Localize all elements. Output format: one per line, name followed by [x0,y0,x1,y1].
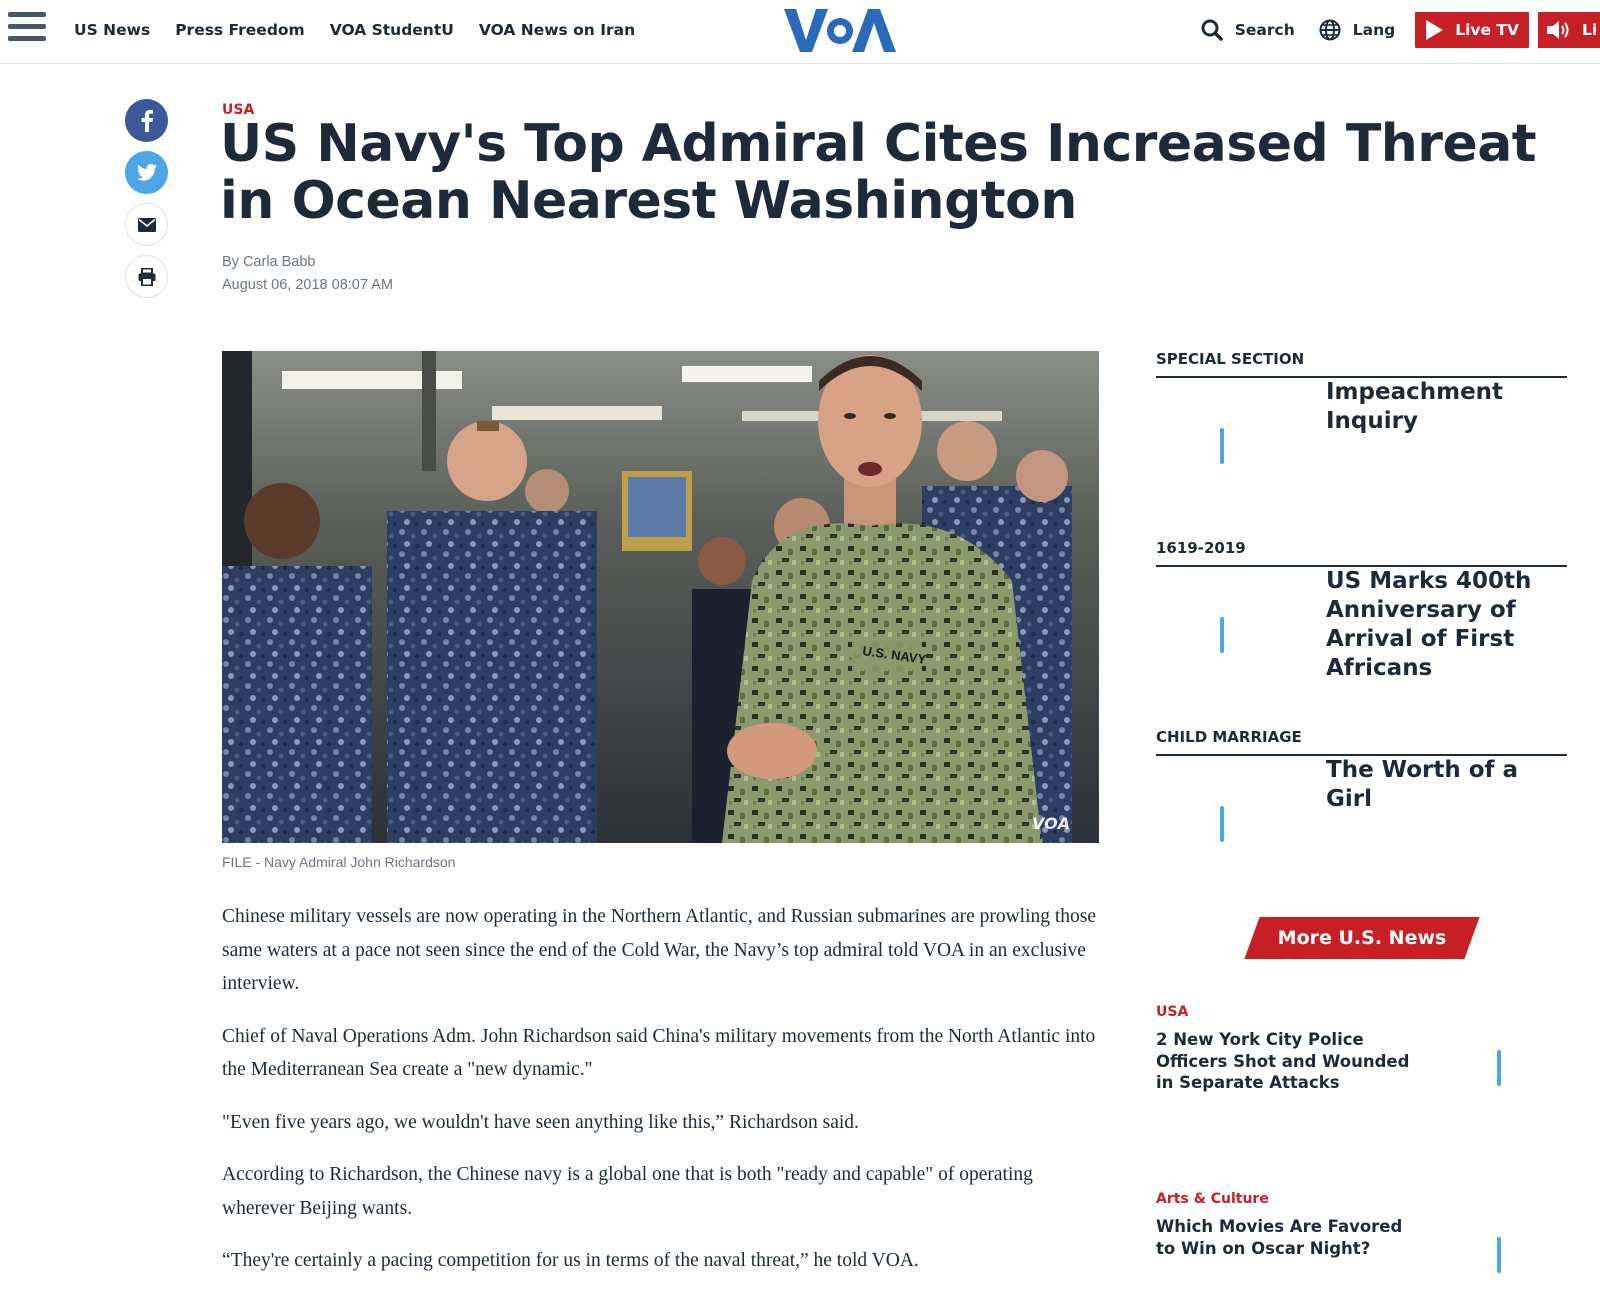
voa-logo-mark [784,9,896,52]
nav-item-voa-studentu[interactable]: VOA StudentU [329,21,454,39]
section-divider [1156,754,1567,756]
more-us-news-label: More U.S. News [1277,927,1447,949]
twitter-share-button[interactable] [125,151,168,194]
news-item-category[interactable]: USA [1156,1004,1189,1020]
article-category[interactable]: USA [222,102,255,118]
news-item-title[interactable]: Which Movies Are Favored to Win on Oscar… [1156,1217,1403,1258]
news-item-category[interactable]: Arts & Culture [1156,1191,1269,1207]
article-byline[interactable]: By Carla Babb [222,254,316,270]
nav-item-press-freedom[interactable]: Press Freedom [175,21,305,39]
article-photo[interactable]: U.S. NAVY VOA [222,351,1099,843]
special-section-title[interactable]: The Worth of a Girl [1326,757,1519,812]
twitter-icon [136,164,157,181]
print-button[interactable] [125,255,168,298]
search-label: Search [1234,21,1295,39]
section-divider [1156,565,1567,567]
photo-watermark: VOA [1032,814,1070,833]
live-radio-button[interactable]: Li [1538,12,1600,48]
article-paragraph: Chinese military vessels are now operati… [222,906,1097,994]
photo-caption: FILE - Navy Admiral John Richardson [222,854,456,870]
article-paragraph: “They're certainly a pacing competition … [222,1250,919,1271]
live-radio-label: Li [1582,21,1598,39]
nav-item-us-news[interactable]: US News [74,21,151,39]
language-label: Lang [1352,21,1396,39]
facebook-share-button[interactable] [125,99,168,142]
envelope-icon [137,217,156,232]
admiral-photo-illustration: U.S. NAVY VOA [222,351,1099,843]
article-body: Chinese military vessels are now operati… [222,900,1102,1295]
search-button[interactable]: Search [1201,19,1295,41]
printer-icon [138,267,155,286]
top-navigation-bar: US News Press Freedom VOA StudentU VOA N… [0,0,1600,64]
search-icon [1201,19,1223,41]
article-paragraph: "Even five years ago, we wouldn't have s… [222,1111,859,1133]
section-thumbnail[interactable] [1220,428,1224,464]
live-tv-label: Live TV [1455,21,1519,39]
top-right-tools: Search Lang Live TV Li [1201,10,1600,50]
facebook-icon [141,109,153,132]
globe-icon [1319,19,1341,41]
email-share-button[interactable] [125,203,168,246]
section-thumbnail[interactable] [1220,617,1224,653]
nav-item-voa-news-on-iran[interactable]: VOA News on Iran [478,21,636,39]
article-paragraph: Chief of Naval Operations Adm. John Rich… [222,1025,1096,1081]
article-headline: US Navy's Top Admiral Cites Increased Th… [220,114,1537,231]
special-section-label: SPECIAL SECTION [1156,350,1305,368]
language-button[interactable]: Lang [1319,19,1395,41]
menu-icon[interactable] [8,12,46,48]
primary-nav: US News Press Freedom VOA StudentU VOA N… [74,0,635,60]
news-item-thumbnail[interactable] [1497,1237,1501,1273]
article-paragraph: According to Richardson, the Chinese nav… [222,1164,1033,1219]
section-thumbnail[interactable] [1220,806,1224,842]
section-divider [1156,376,1567,378]
more-us-news-button[interactable]: More U.S. News [1244,917,1480,959]
special-section-label: 1619-2019 [1156,539,1246,557]
article-date: August 06, 2018 08:07 AM [222,277,393,293]
play-icon [1426,20,1444,40]
live-tv-button[interactable]: Live TV [1415,12,1529,48]
special-section-label: CHILD MARRIAGE [1156,728,1302,746]
news-item-title[interactable]: 2 New York City Police Officers Shot and… [1156,1030,1410,1092]
voa-logo[interactable] [784,6,898,54]
special-section-title[interactable]: Impeachment Inquiry [1326,379,1504,434]
speaker-icon [1547,21,1569,39]
special-section-title[interactable]: US Marks 400th Anniversary of Arrival of… [1326,568,1532,681]
news-item-thumbnail[interactable] [1497,1050,1501,1086]
